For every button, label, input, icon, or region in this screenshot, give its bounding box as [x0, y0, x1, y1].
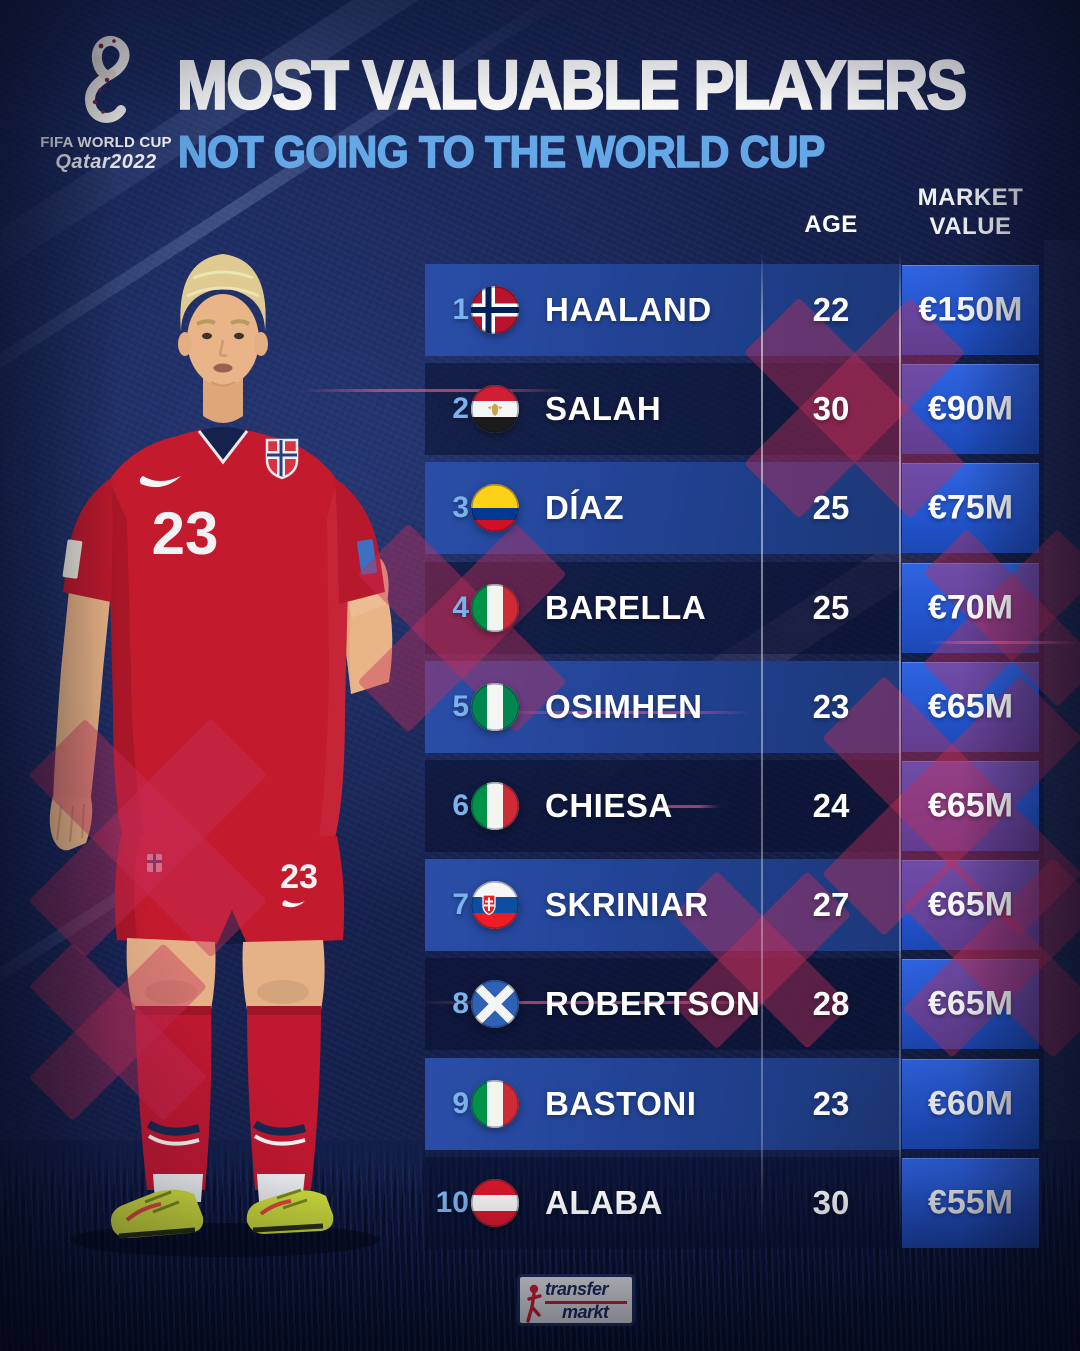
column-header-market-value: MARKET VALUE [917, 184, 1024, 240]
player-name: ALABA [545, 1183, 663, 1221]
nigeria-flag-icon [471, 682, 519, 731]
player-name: SALAH [545, 390, 662, 428]
player-name: HAALAND [545, 291, 712, 328]
age-value: 23 [812, 1084, 850, 1122]
player-name: SKRINIAR [545, 886, 709, 924]
transfermarkt-wordmark-top: transfer [545, 1279, 609, 1299]
rank-label: 3 [452, 491, 469, 525]
age-value: 30 [812, 390, 850, 428]
rank-label: 6 [452, 789, 469, 822]
haaland-player-photo: 23 23 [49, 254, 393, 1257]
italy-flag-icon [471, 782, 519, 830]
fifa-world-cup-logo: FIFA WORLD CUP Qatar2022 [36, 28, 176, 174]
fifa-wordmark: FIFA WORLD CUP [40, 134, 172, 151]
market-value: €65M [927, 687, 1014, 726]
player-name: OSIMHEN [545, 687, 703, 725]
market-value: €70M [927, 588, 1014, 627]
rank-label: 8 [452, 987, 469, 1021]
age-value: 25 [812, 588, 850, 626]
scotland-flag-icon [471, 980, 519, 1029]
market-value: €65M [927, 984, 1014, 1023]
transfermarkt-player-icon [526, 1284, 542, 1323]
italy-flag-icon [471, 583, 519, 632]
colombia-flag-icon [471, 484, 519, 533]
rank-label: 2 [452, 392, 469, 426]
market-value: €65M [927, 885, 1014, 924]
rank-label: 10 [435, 1185, 469, 1219]
qatar-2022-emblem-icon [85, 35, 130, 123]
austria-flag-icon [471, 1178, 519, 1227]
qatar-2022-wordmark: Qatar2022 [55, 151, 157, 173]
age-value: 27 [812, 886, 850, 924]
norway-flag-icon [471, 286, 519, 334]
player-name: DÍAZ [545, 489, 624, 527]
market-value: €65M [927, 786, 1014, 825]
rank-label: 1 [452, 293, 469, 326]
age-value: 23 [812, 687, 850, 725]
age-value: 25 [812, 489, 850, 527]
age-value: 24 [812, 787, 850, 824]
column-header-age: AGE [804, 211, 858, 238]
player-name: BASTONI [545, 1084, 697, 1122]
page-title: MOST VALUABLE PLAYERS [176, 46, 968, 125]
player-name: ROBERTSON [545, 985, 761, 1023]
transfermarkt-logo: transfer markt [517, 1274, 635, 1326]
market-value: €75M [927, 488, 1014, 527]
svg-text:23: 23 [152, 500, 219, 567]
rank-label: 7 [452, 888, 469, 922]
rank-label: 4 [452, 590, 469, 624]
page-subtitle: NOT GOING TO THE WORLD CUP [177, 126, 826, 177]
market-value: €90M [927, 389, 1014, 428]
market-value: €60M [927, 1084, 1014, 1123]
player-name: BARELLA [545, 588, 707, 626]
age-value: 30 [812, 1183, 850, 1221]
rank-label: 5 [452, 689, 469, 723]
market-value: €55M [927, 1183, 1014, 1222]
market-value: €150M [918, 290, 1023, 329]
transfermarkt-wordmark-bottom: markt [562, 1302, 609, 1322]
age-value: 28 [812, 985, 850, 1023]
age-value: 22 [812, 291, 850, 328]
egypt-flag-icon [471, 385, 519, 434]
italy-flag-icon [471, 1079, 519, 1128]
player-name: CHIESA [545, 787, 673, 824]
rank-label: 9 [452, 1086, 469, 1120]
svg-text:23: 23 [280, 858, 318, 896]
slovakia-flag-icon [471, 881, 519, 930]
